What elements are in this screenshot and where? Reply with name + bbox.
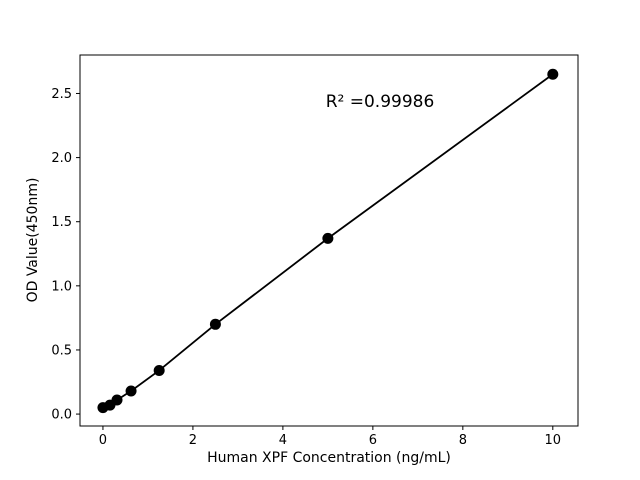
data-point — [322, 232, 334, 244]
data-point — [111, 394, 123, 406]
y-tick-label: 0.0 — [51, 408, 72, 423]
y-axis-label: OD Value(450nm) — [25, 177, 41, 303]
x-tick-label: 6 — [369, 433, 377, 448]
data-point — [209, 318, 221, 330]
y-tick-label: 2.0 — [51, 151, 72, 166]
x-tick-label: 4 — [279, 433, 287, 448]
x-axis-label: Human XPF Concentration (ng/mL) — [207, 450, 451, 466]
x-tick-label: 8 — [459, 433, 467, 448]
x-tick-label: 0 — [99, 433, 107, 448]
x-tick-label: 10 — [545, 433, 562, 448]
data-point — [125, 385, 137, 397]
y-tick-label: 1.5 — [51, 215, 72, 230]
x-tick-label: 2 — [189, 433, 197, 448]
y-tick-label: 1.0 — [51, 279, 72, 294]
r-squared-annotation: R² =0.99986 — [325, 92, 435, 112]
y-tick-label: 0.5 — [51, 343, 72, 358]
data-point — [547, 68, 559, 80]
plot-border — [79, 54, 579, 427]
data-point — [153, 364, 165, 376]
y-tick-label: 2.5 — [51, 87, 72, 102]
